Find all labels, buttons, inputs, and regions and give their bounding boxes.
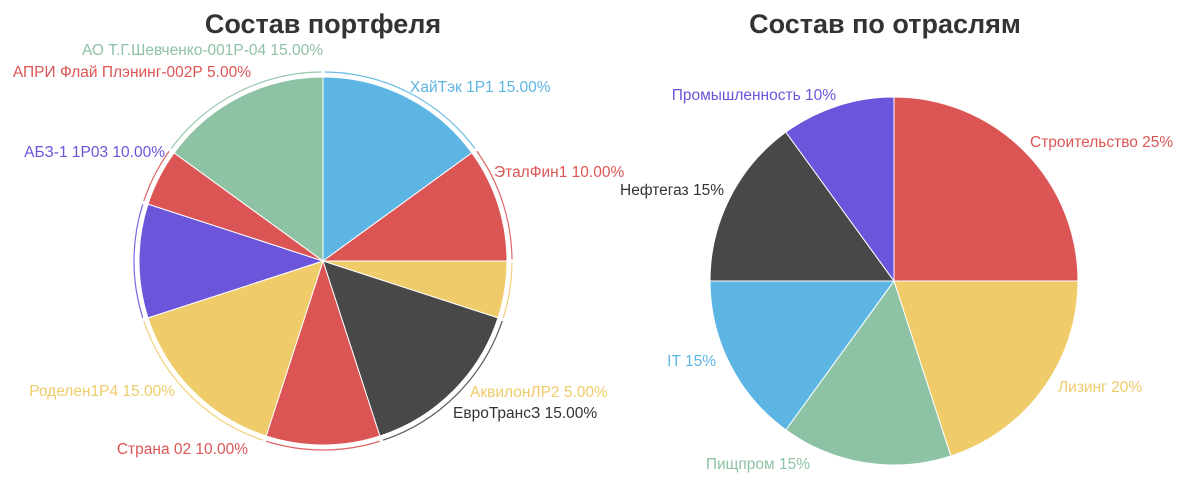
slice-label-строительство-25: Строительство 25% (1030, 134, 1173, 151)
chart-title-portfolio: Состав портфеля (205, 9, 441, 39)
slice-outline-arc (143, 320, 264, 441)
slice-label-страна-02-10-00: Страна 02 10.00% (117, 441, 248, 458)
slice-outline-arc (476, 150, 513, 260)
slice-outline-arc (265, 440, 381, 451)
pie-slice-строительство-25[interactable] (893, 96, 1079, 282)
slice-label-евротрансз-15-00: ЕвроТрансЗ 15.00% (453, 405, 597, 422)
pie-slice-хайтэк-1р1-15-00[interactable] (322, 76, 473, 262)
slice-label-лизинг-20: Лизинг 20% (1058, 379, 1142, 396)
slice-label-пищпром-15: Пищпром 15% (706, 456, 810, 473)
industries-pie: Строительство 25% Лизинг 20% Пищпром 15% IT… (620, 87, 1173, 473)
slice-label-эталфин1-10-00: ЭталФин1 10.00% (494, 164, 624, 181)
slice-label-нефтегаз-15: Нефтегаз 15% (620, 182, 724, 199)
pie-slice-нефтегаз-15[interactable] (709, 131, 895, 282)
slice-label-промышленность-10: Промышленность 10% (672, 87, 836, 104)
slice-label-хайтэк-1р1-15-00: ХайТэк 1Р1 15.00% (410, 79, 551, 96)
pie-slice-роделен1р4-15-00[interactable] (147, 260, 324, 437)
slice-outline-arc (324, 71, 476, 149)
slice-label-ао-т-г-шевченко-001р-04-15-00: АО Т.Г.Шевченко-001Р-04 15.00% (82, 42, 323, 59)
slice-label-апри-флай-плэнинг-002р-5-00: АПРИ Флай Плэнинг-002Р 5.00% (13, 64, 251, 81)
pie-slice-ао-т-г-шевченко-001р-04-15-00[interactable] (173, 76, 324, 262)
pie-slice-эталфин1-10-00[interactable] (321, 152, 508, 262)
slice-outline-arc (170, 71, 322, 149)
slice-outline-arc (502, 262, 513, 319)
slice-label-абз-1-1р03-10-00: АБЗ-1 1Р03 10.00% (24, 144, 165, 161)
slice-label-аквилонлр2-5-00: АквилонЛР2 5.00% (470, 384, 608, 401)
portfolio-pie: ХайТэк 1Р1 15.00% ЭталФин1 10.00% АквилонЛ… (13, 42, 625, 458)
pie-slice-промышленность-10[interactable] (785, 96, 895, 283)
slice-outline-arc (143, 150, 170, 202)
pie-slice-it-15[interactable] (709, 280, 895, 431)
slice-outline-arc (382, 320, 503, 441)
slice-label-it-15: IT 15% (667, 353, 716, 370)
chart-title-industries: Состав по отраслям (749, 9, 1021, 39)
slice-label-роделен1р4-15-00: Роделен1Р4 15.00% (29, 383, 175, 400)
pie-slice-пищпром-15[interactable] (785, 279, 952, 466)
slice-outline-arc (133, 203, 144, 319)
pie-slice-лизинг-20[interactable] (893, 280, 1079, 457)
pie-slice-страна-02-10-00[interactable] (265, 259, 381, 446)
pie-slice-евротрансз-15-00[interactable] (322, 260, 499, 437)
pie-slice-абз-1-1р03-10-00[interactable] (138, 203, 325, 319)
